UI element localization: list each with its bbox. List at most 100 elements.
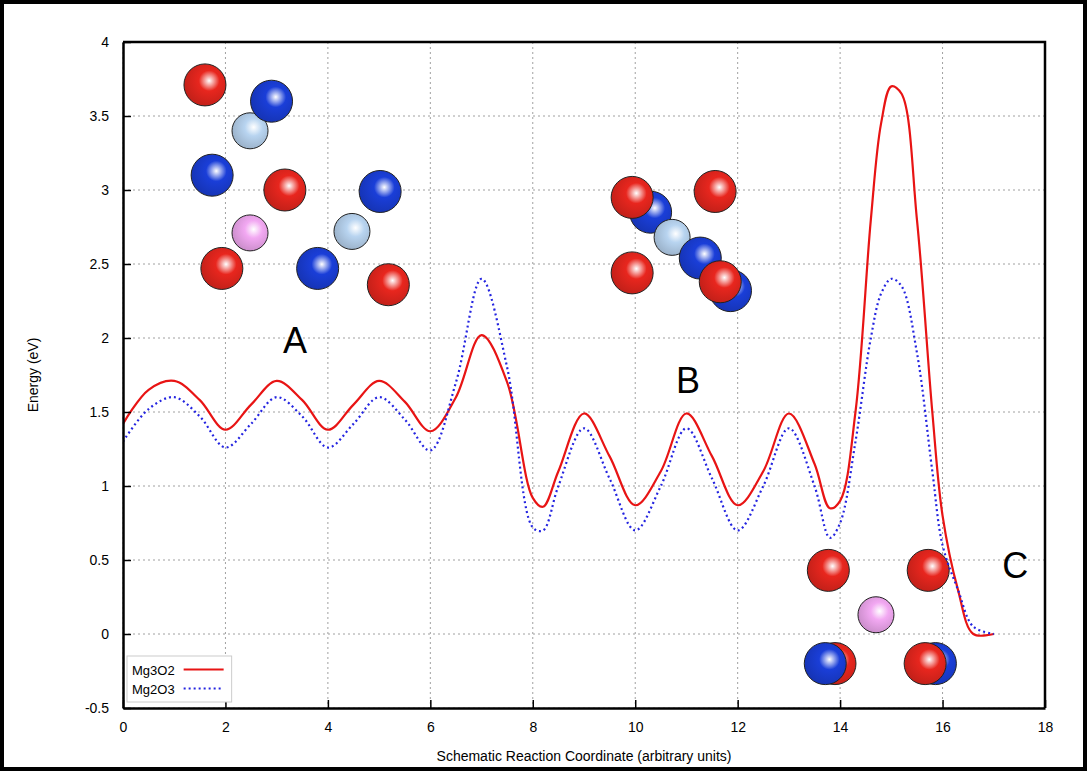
grid [123,42,1045,708]
annotation: B [676,360,700,401]
axis-line [122,43,125,709]
legend: Mg3O2 Mg2O3 [127,656,232,702]
tick-label: -0.5 [85,700,109,716]
tick-mark [123,116,131,118]
tick-label: 0 [120,719,128,735]
tick-label: 2 [222,719,230,735]
tick: -0.5 [85,700,131,716]
tick: 2.5 [90,256,131,272]
grid-line [635,42,636,708]
tick-mark [123,486,131,488]
tick-mark [635,700,637,708]
tick-mark [123,264,131,266]
tick-label: 10 [628,719,644,735]
tick-label: 1 [101,478,109,494]
tick-mark [123,560,131,562]
y-axis-title: Energy (eV) [25,338,41,413]
series-line [123,86,994,636]
atom [251,80,293,122]
atom [367,264,409,306]
atom [807,549,849,591]
tick-label: 0.5 [90,552,110,568]
grid-line [430,42,431,708]
grid-line [123,634,1045,635]
axis-line [124,707,1046,710]
tick: 1 [101,478,131,494]
grid-line [532,42,533,708]
tick: 3 [101,182,131,198]
tick-label: 3.5 [90,108,110,124]
tick: 10 [628,700,644,735]
atom [611,252,653,294]
grid-line [123,560,1045,561]
tick-mark [123,708,131,710]
grid-line [327,42,328,708]
tick: 3.5 [90,108,131,124]
annotation: A [283,320,307,361]
tick: 8 [529,700,537,735]
atom [699,261,741,303]
tick-mark [533,700,535,708]
tick-mark [430,700,432,708]
tick-label: 1.5 [90,404,110,420]
atom [264,169,306,211]
grid-line [942,42,943,708]
grid-line [123,708,1045,709]
atom [904,643,946,685]
grid-line [840,42,841,708]
tick-label: 4 [101,34,109,50]
legend-label: Mg3O2 [132,663,175,678]
tick-mark [328,700,330,708]
tick-mark [123,190,131,192]
chart: 0 2 4 6 8 10 12 14 16 18 -0.5 0 0.5 1 1.5 2 2.5 3 3.5 4 Sche… [0,0,1087,771]
atom [611,176,653,218]
tick-label: 18 [1038,719,1054,735]
legend-label: Mg2O3 [132,682,175,697]
atom [201,247,243,289]
tick: 4 [324,700,332,735]
atom [907,549,949,591]
plot-frame [123,42,1045,708]
tick-mark [123,412,131,414]
grid-line [123,338,1045,339]
tick-label: 6 [427,719,435,735]
tick: 0 [101,626,131,642]
atom [858,597,894,633]
page-frame [2,2,1085,769]
tick-label: 4 [324,719,332,735]
grid-line [737,42,738,708]
tick: 14 [833,700,849,735]
tick-label: 12 [730,719,746,735]
atom [297,247,339,289]
tick-label: 0 [101,626,109,642]
tick-mark [840,700,842,708]
tick: 2 [222,700,230,735]
tick-mark [737,700,739,708]
grid-line [123,42,124,708]
atom [191,154,233,196]
plot-area [123,86,994,636]
tick-label: 3 [101,182,109,198]
tick-mark [942,700,944,708]
tick: 6 [427,700,435,735]
grid-line [123,486,1045,487]
atoms [184,64,956,685]
x-axis-title: Schematic Reaction Coordinate (arbitrary… [437,748,732,764]
grid-line [123,264,1045,265]
tick-mark [123,338,131,340]
tick: 12 [730,700,746,735]
annotation: C [1002,545,1028,586]
atom [694,170,736,212]
tick-label: 2.5 [90,256,110,272]
x-axis: 0 2 4 6 8 10 12 14 16 18 [120,700,1054,735]
legend-box [127,656,232,702]
tick-label: 8 [529,719,537,735]
grid-line [123,190,1045,191]
tick-mark [123,634,131,636]
tick: 16 [935,700,951,735]
atom [184,64,226,106]
tick-label: 2 [101,330,109,346]
legend-swatch [184,668,224,670]
y-axis: -0.5 0 0.5 1 1.5 2 2.5 3 3.5 4 [85,34,131,716]
tick: 2 [101,330,131,346]
